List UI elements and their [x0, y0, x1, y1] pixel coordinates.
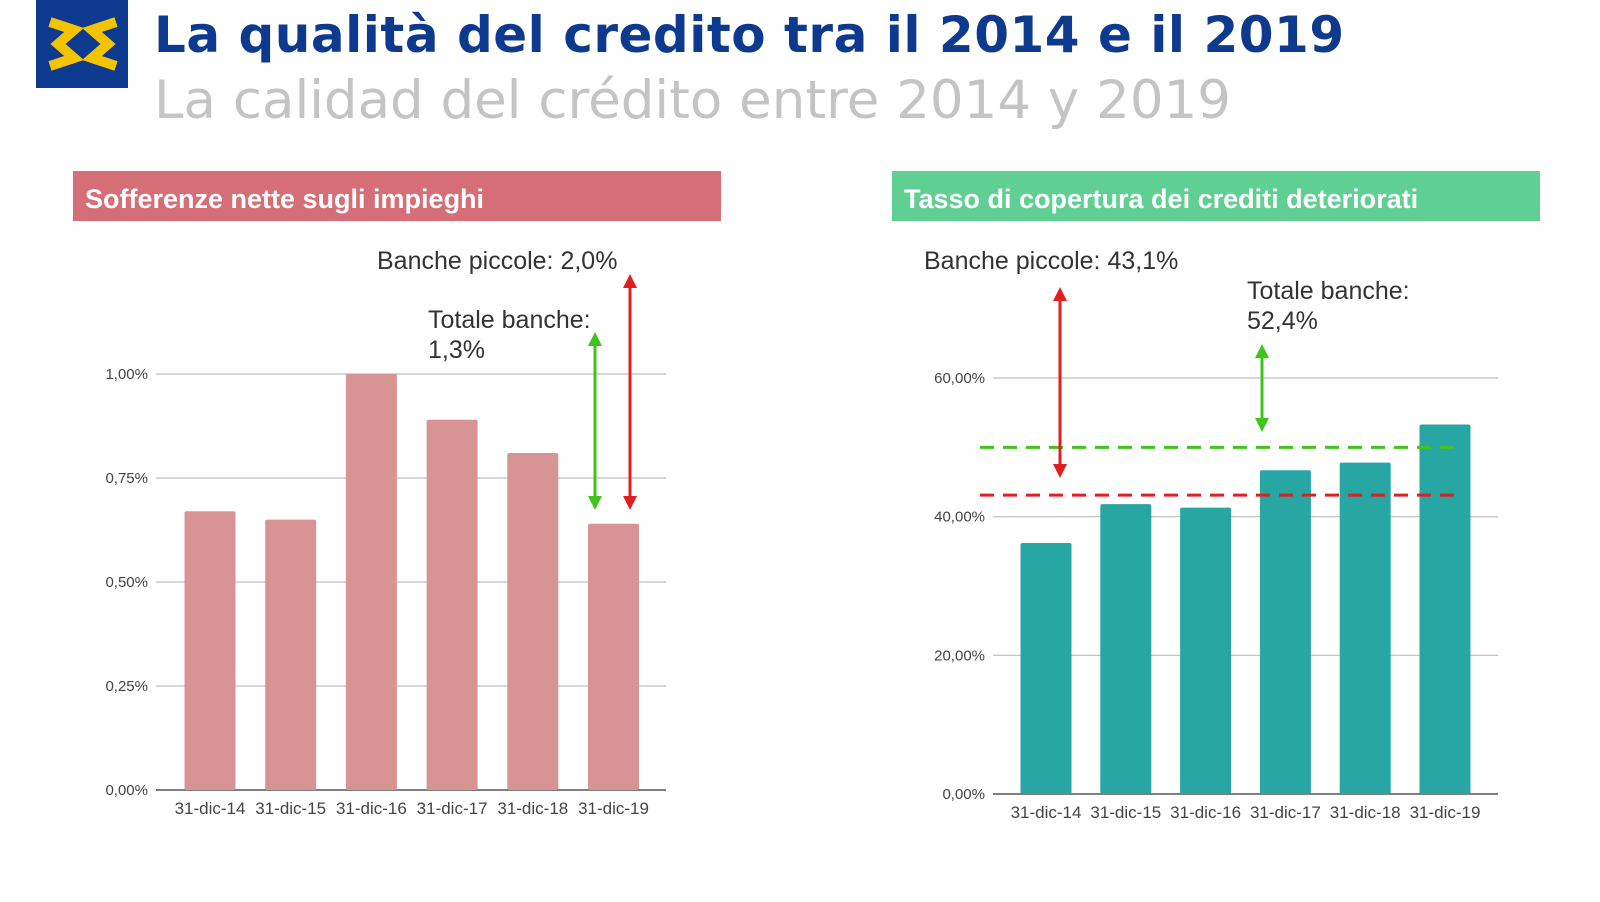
left-red-arrow-head-down [623, 496, 637, 510]
left-green-arrow-head-down [588, 496, 602, 510]
left-bar [507, 453, 559, 790]
left-xtick-label: 31-dic-16 [336, 799, 407, 818]
left-bar [265, 519, 317, 790]
left-red-arrow [623, 274, 637, 510]
left-bar [184, 511, 236, 790]
left-panel-title: Sofferenze nette sugli impieghi [73, 171, 721, 221]
left-xtick-label: 31-dic-18 [497, 799, 568, 818]
right-bar [1100, 504, 1152, 794]
left-annotation-total-banks: Totale banche: 1,3% [428, 306, 591, 364]
left-xtick-label: 31-dic-15 [255, 799, 326, 818]
right-xtick-label: 31-dic-15 [1090, 803, 1161, 822]
left-ytick-label: 0,25% [105, 678, 148, 695]
right-xtick-label: 31-dic-18 [1330, 803, 1401, 822]
right-annotation-small-banks-line: Banche piccole: 43,1% [924, 247, 1178, 275]
right-ytick-label: 20,00% [934, 647, 985, 664]
right-xtick-label: 31-dic-17 [1250, 803, 1321, 822]
right-green-arrow [1255, 344, 1269, 432]
page-subtitle: La calidad del crédito entre 2014 y 2019 [154, 70, 1232, 131]
right-annotation-total-banks-line: 52,4% [1247, 307, 1318, 335]
page-title: La qualità del credito tra il 2014 e il … [154, 6, 1345, 64]
left-annotation-small-banks: Banche piccole: 2,0% [377, 247, 617, 275]
right-ytick-label: 0,00% [942, 786, 985, 803]
right-red-arrow [1053, 287, 1067, 478]
right-bar [1259, 470, 1311, 794]
right-bar-chart: 0,00% 20,00% 40,00% 60,00% 31-dic-14 31-dic-1… [880, 240, 1580, 840]
right-bar [1020, 543, 1072, 794]
left-bar [426, 419, 478, 790]
left-ytick-label: 0,00% [105, 782, 148, 799]
left-ytick-label: 1,00% [105, 366, 148, 383]
left-bar [345, 374, 397, 790]
left-xtick-label: 31-dic-14 [175, 799, 246, 818]
right-red-arrow-head-up [1053, 287, 1067, 301]
bank-logo [36, 0, 128, 88]
right-bar [1339, 462, 1391, 794]
right-annotation-total-banks-line: Totale banche: [1247, 277, 1410, 305]
right-chart-svg: 0,00% 20,00% 40,00% 60,00% 31-dic-14 31-dic-1… [924, 247, 1498, 822]
left-red-arrow-head-up [623, 274, 637, 288]
left-xtick-label: 31-dic-17 [417, 799, 488, 818]
left-green-arrow [588, 332, 602, 510]
right-xtick-label: 31-dic-14 [1011, 803, 1082, 822]
left-annotation-small-banks-line: Banche piccole: 2,0% [377, 247, 617, 275]
bank-logo-icon [48, 17, 118, 71]
right-annotation-total-banks: Totale banche: 52,4% [1247, 277, 1410, 335]
left-annotation-total-banks-line: 1,3% [428, 336, 485, 364]
left-ytick-label: 0,75% [105, 470, 148, 487]
right-panel-title: Tasso di copertura dei crediti deteriora… [892, 171, 1540, 221]
left-bar [588, 523, 639, 790]
left-green-arrow-head-up [588, 332, 602, 346]
right-green-arrow-head-down [1255, 418, 1269, 432]
right-ytick-label: 60,00% [934, 370, 985, 387]
right-red-arrow-head-down [1053, 464, 1067, 478]
right-green-arrow-head-up [1255, 344, 1269, 358]
left-ytick-label: 0,50% [105, 574, 148, 591]
right-annotation-small-banks: Banche piccole: 43,1% [924, 247, 1178, 275]
right-xtick-label: 31-dic-16 [1170, 803, 1241, 822]
right-bar [1419, 424, 1471, 794]
left-xtick-label: 31-dic-19 [578, 799, 649, 818]
right-bar [1180, 507, 1232, 794]
left-bar-chart: 0,00% 0,25% 0,50% 0,75% 1,00% 31-dic-14 31-dic… [60, 240, 760, 840]
left-annotation-total-banks-line: Totale banche: [428, 306, 591, 334]
left-chart-svg: 0,00% 0,25% 0,50% 0,75% 1,00% 31-dic-14 31-dic… [105, 247, 666, 818]
right-xtick-label: 31-dic-19 [1410, 803, 1481, 822]
right-ytick-label: 40,00% [934, 509, 985, 526]
